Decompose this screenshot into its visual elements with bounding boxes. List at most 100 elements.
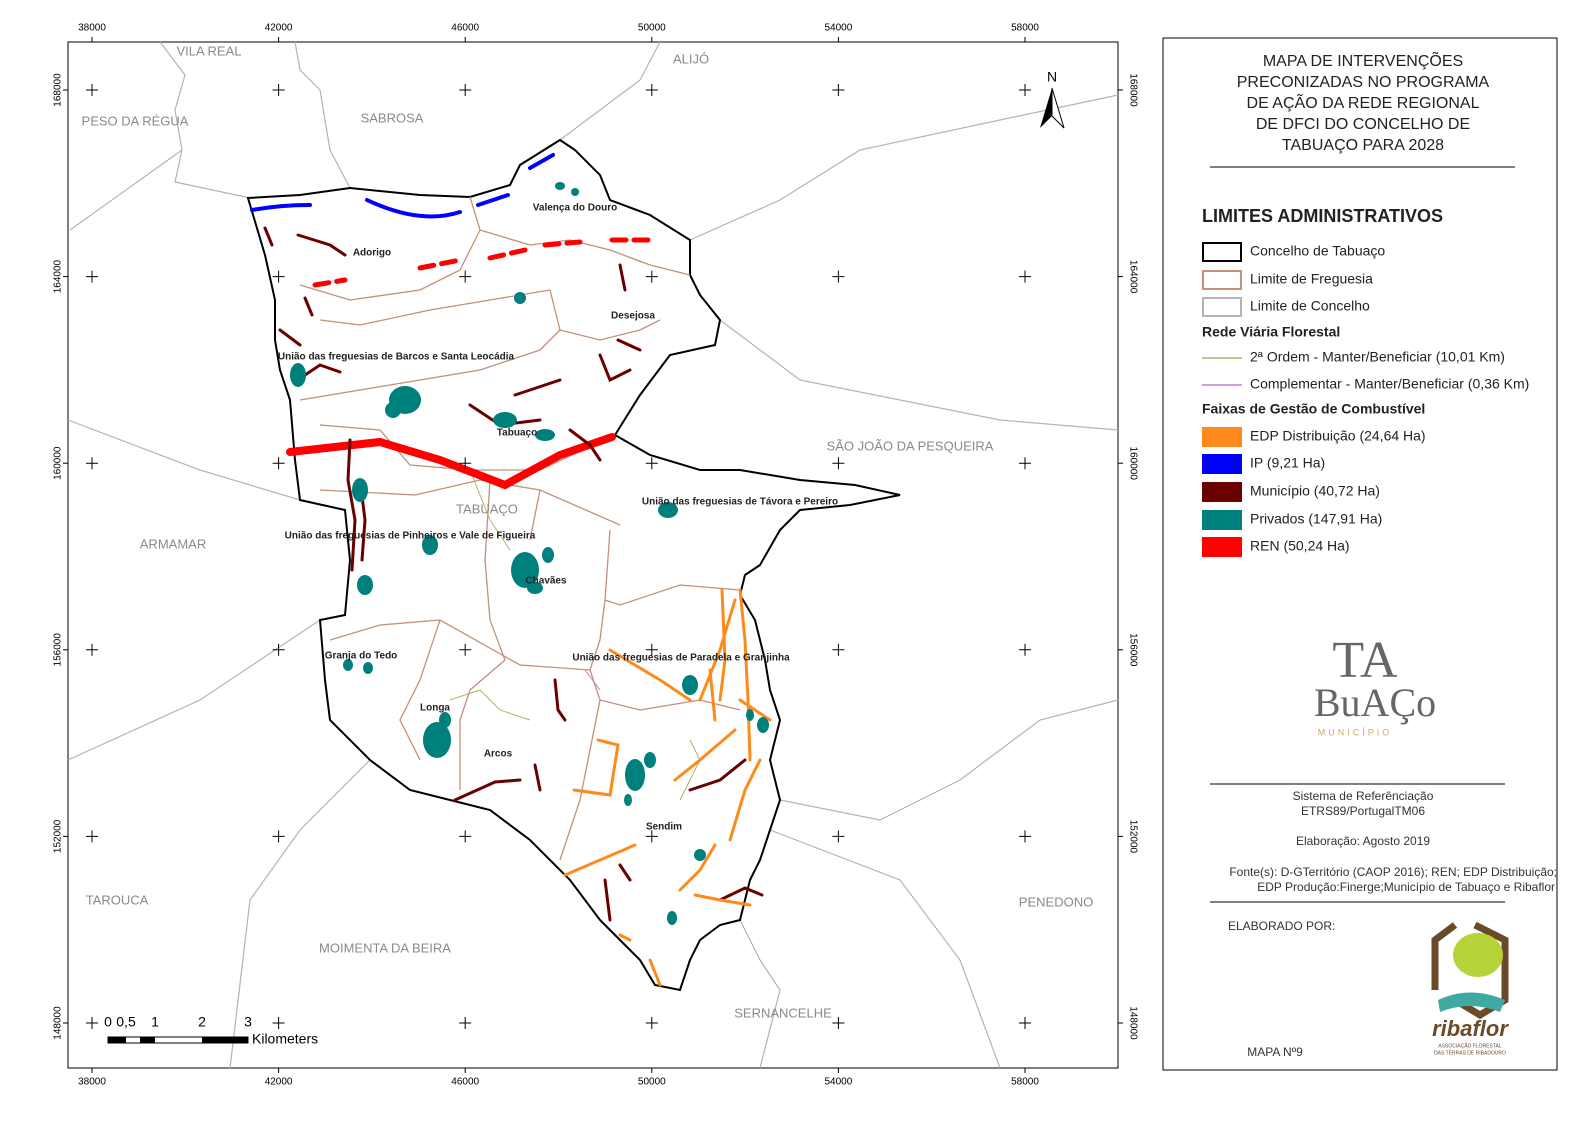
fuel-strip — [312, 237, 658, 288]
map-frame — [67, 41, 1119, 1069]
grid-cross — [1019, 457, 1031, 470]
x-tick-label: 54000 — [824, 1077, 852, 1088]
freguesia-label: Arcos — [484, 749, 513, 760]
concelho-label: ALIJÓ — [673, 51, 709, 66]
fuel-strip-area — [511, 552, 539, 588]
concelho-label: PENEDONO — [1019, 894, 1093, 909]
y-tick-label: 168000 — [53, 73, 64, 107]
fuel-strip-area — [514, 292, 526, 304]
grid-cross — [645, 830, 658, 843]
x-tick-label: 50000 — [638, 1077, 666, 1088]
author: ELABORADO POR: — [1228, 919, 1335, 933]
y-tick-label: 168000 — [1127, 73, 1138, 107]
grid-cross — [459, 1017, 472, 1029]
x-tick-label: 58000 — [1011, 1077, 1039, 1088]
x-tick-label: 42000 — [265, 23, 293, 34]
grid-cross — [459, 830, 472, 843]
legend-label: Município (40,72 Ha) — [1250, 483, 1380, 499]
fuel-strip-area — [439, 712, 451, 728]
freguesia-labels: Valença do Douro Adorigo Desejosa União … — [278, 203, 838, 833]
fuel-strip-area — [555, 182, 565, 190]
grid-cross — [272, 1017, 285, 1029]
ribaflor-sub: ASSOCIAÇÃO FLORESTAL — [1438, 1042, 1501, 1049]
x-tick-label: 54000 — [824, 23, 852, 34]
source: Fonte(s): D-GTerritório (CAOP 2016); REN… — [1229, 865, 1557, 879]
fuel-strip-area — [423, 722, 451, 758]
fuel-strip — [263, 226, 764, 922]
scale-label: 2 — [198, 1014, 206, 1030]
ribaflor-logo: ribaflor ASSOCIAÇÃO FLORESTAL DAS TERRAS… — [1431, 921, 1509, 1056]
freguesia-label: Longa — [420, 703, 450, 714]
legend-label: Limite de Concelho — [1250, 298, 1370, 314]
grid-cross — [272, 270, 285, 283]
fuel-strip-area — [624, 794, 632, 806]
y-tick-label: 164000 — [53, 259, 64, 293]
freguesia-label: Granja do Tedo — [325, 651, 398, 662]
fuel-strip — [250, 153, 555, 219]
x-tick-label: 42000 — [265, 1077, 293, 1088]
freguesia-label: Tabuaço — [497, 428, 537, 439]
logo-text: BuAÇo — [1314, 680, 1436, 725]
grid-cross — [86, 84, 98, 96]
grid-cross — [459, 84, 472, 96]
map-title: DE AÇÃO DA REDE REGIONAL — [1247, 92, 1480, 112]
scale-seg — [140, 1037, 155, 1043]
fuel-strip — [563, 588, 772, 987]
fuel-strip-area — [682, 675, 698, 695]
legend-swatch — [1202, 242, 1242, 262]
map-title: DE DFCI DO CONCELHO DE — [1256, 116, 1470, 133]
legend-panel: Sistema de Referênciação ETRS89/Portugal… — [1162, 37, 1558, 1071]
freguesia-label: Desejosa — [611, 311, 655, 322]
map: 38000 38000 42000 42000 46000 46000 50000 50000… — [53, 23, 1139, 1088]
fuel-strip-area — [625, 759, 645, 791]
fuel-strip-area — [290, 363, 306, 387]
fuel-strip-area — [644, 752, 656, 768]
y-tick-label: 152000 — [1127, 820, 1138, 854]
grid-cross — [272, 457, 285, 470]
grid-cross — [832, 830, 845, 843]
grid-cross — [459, 270, 472, 283]
grid-cross — [645, 84, 658, 96]
grid-cross — [645, 643, 658, 656]
north-arrow-left — [1040, 88, 1052, 128]
y-tick-label: 148000 — [53, 1006, 64, 1040]
grid-cross — [832, 643, 845, 656]
fuel-strip — [286, 433, 616, 490]
grid-cross — [832, 270, 845, 283]
grid-cross — [86, 643, 98, 656]
fuel-strip-area — [527, 582, 543, 594]
freguesia-label: Valença do Douro — [533, 203, 617, 214]
legend-label: Privados (147,91 Ha) — [1250, 511, 1382, 527]
legend-section: LIMITES ADMINISTRATIVOS — [1202, 206, 1443, 226]
legend-section: Faixas de Gestão de Combustível — [1202, 401, 1425, 417]
x-tick-label: 38000 — [78, 23, 106, 34]
legend-swatch — [1202, 537, 1242, 557]
grid-cross — [1019, 643, 1031, 656]
north-arrow-right — [1051, 87, 1065, 129]
concelho-label: SABROSA — [361, 110, 424, 125]
legend-label: Limite de Freguesia — [1250, 271, 1373, 287]
grid-cross — [645, 270, 658, 283]
fuel-strip-area — [694, 849, 706, 861]
ribaflor-sub: DAS TERRAS DE RIBADOURO — [1434, 1050, 1506, 1056]
ref-title: Sistema de Referênciação — [1293, 789, 1434, 803]
grid-cross — [86, 830, 98, 843]
scale-label: 0,5 — [116, 1014, 136, 1030]
grid-cross — [1019, 830, 1031, 843]
y-tick-label: 156000 — [1127, 633, 1138, 667]
y-tick-label: 160000 — [53, 446, 64, 480]
freguesia-label: União das freguesias de Paradela e Granj… — [572, 653, 790, 664]
logo-sub: MUNICÍPIO — [1318, 727, 1393, 737]
legend-label: EDP Distribuição (24,64 Ha) — [1250, 428, 1426, 444]
map-title: MAPA DE INTERVENÇÕES — [1263, 50, 1463, 70]
fuel-strip-area — [363, 662, 373, 674]
grid-cross — [1019, 270, 1031, 283]
fuel-strip-area — [535, 429, 555, 441]
grid-cross — [86, 270, 98, 283]
grid-cross — [86, 1017, 98, 1029]
scale-label: 0 — [104, 1014, 112, 1030]
map-number: MAPA Nº9 — [1247, 1045, 1303, 1059]
fuel-strip-area — [746, 709, 754, 721]
concelho-label: VILA REAL — [176, 43, 241, 58]
logo-water — [1438, 992, 1505, 1012]
